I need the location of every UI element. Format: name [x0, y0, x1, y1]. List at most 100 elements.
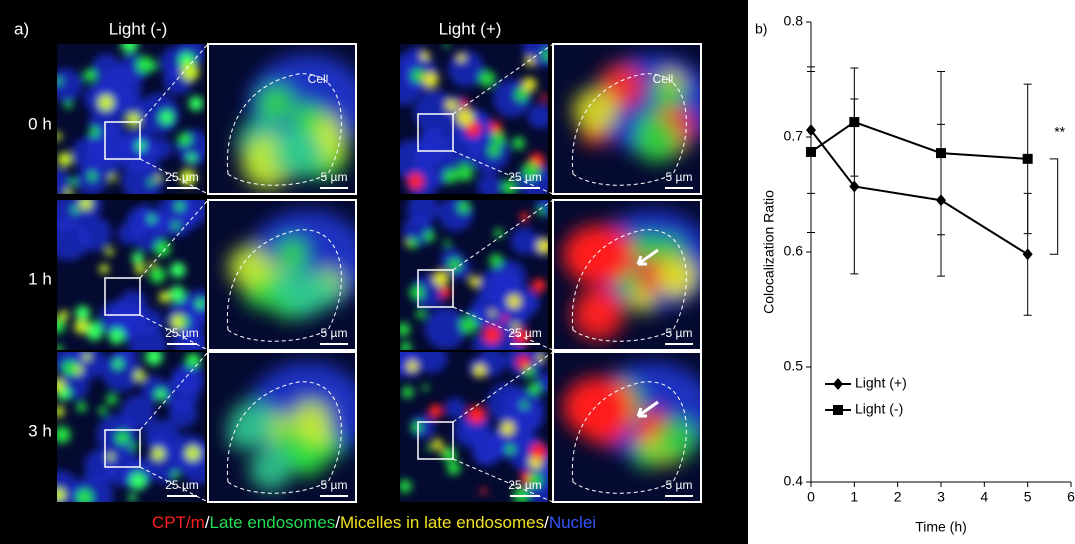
- column-header: Light (+): [439, 19, 502, 38]
- scale-bar-label: 25 µm: [165, 170, 199, 184]
- spot: [159, 291, 170, 302]
- scale-bar-label: 5 µm: [666, 478, 693, 492]
- marker-square: [806, 147, 816, 157]
- spot: [181, 318, 189, 326]
- spot: [72, 206, 79, 213]
- spot: [148, 179, 154, 185]
- spot: [74, 320, 88, 334]
- spot: [75, 306, 90, 321]
- scale-bar-label: 5 µm: [321, 170, 348, 184]
- x-tick-label: 6: [1067, 489, 1075, 505]
- cpt-signal: [563, 225, 633, 285]
- spot: [490, 122, 502, 134]
- spot: [126, 113, 140, 127]
- spot: [130, 473, 147, 490]
- cell-spot: [227, 425, 251, 449]
- spot: [512, 137, 525, 150]
- spot: [107, 453, 114, 460]
- spot: [489, 310, 495, 316]
- spot: [491, 132, 506, 147]
- cell-spot: [584, 290, 617, 323]
- spot: [531, 443, 547, 459]
- nucleus: [478, 270, 509, 301]
- spot: [59, 310, 69, 320]
- spot: [440, 287, 451, 298]
- spot: [460, 316, 478, 334]
- cell-label: Cell: [308, 72, 329, 86]
- cell-spot: [228, 246, 270, 288]
- spot: [84, 69, 97, 82]
- x-axis-title: Time (h): [915, 519, 967, 535]
- x-tick-label: 2: [894, 489, 902, 505]
- spot: [65, 101, 73, 109]
- spot: [433, 439, 443, 449]
- spot: [524, 366, 535, 377]
- scale-bar-label: 5 µm: [321, 478, 348, 492]
- scale-bar-label: 5 µm: [666, 326, 693, 340]
- marker-square: [849, 117, 859, 127]
- spot: [134, 370, 145, 381]
- y-tick-label: 0.5: [784, 358, 804, 374]
- spot: [473, 364, 486, 377]
- spot: [541, 94, 548, 101]
- scale-bar-label: 25 µm: [165, 478, 199, 492]
- spot: [152, 447, 165, 460]
- spot: [459, 168, 472, 181]
- spot: [98, 95, 114, 111]
- scale-bar-label: 25 µm: [508, 478, 542, 492]
- cell-spot: [304, 274, 339, 309]
- spot: [113, 359, 123, 369]
- spot: [443, 169, 458, 184]
- spot: [424, 231, 435, 242]
- y-tick-label: 0.7: [784, 128, 804, 144]
- column-header: Light (-): [109, 19, 168, 38]
- nucleus: [515, 404, 543, 432]
- cell-spot: [258, 85, 293, 120]
- spot: [423, 72, 439, 88]
- spot: [515, 88, 529, 102]
- cell-spot: [656, 419, 698, 461]
- marker-square: [936, 148, 946, 158]
- spot: [409, 285, 424, 300]
- spot: [444, 240, 451, 247]
- figure: a) Light (-) Light (+) 0 h 1 h 3 h CPT/m…: [0, 0, 1075, 544]
- cpt-signal: [563, 377, 633, 437]
- spot: [98, 406, 106, 414]
- spot: [494, 229, 503, 238]
- cell-spot: [277, 238, 307, 268]
- spot: [468, 406, 486, 424]
- spot: [502, 316, 508, 322]
- spot: [416, 309, 426, 319]
- spot: [398, 479, 411, 492]
- nucleus: [425, 308, 467, 350]
- spot: [402, 386, 414, 398]
- spot: [106, 394, 117, 405]
- spot: [458, 201, 471, 214]
- panel-label: b): [755, 21, 767, 37]
- spot: [469, 276, 480, 287]
- caption: CPT/m/Late endosomes/Micelles in late en…: [152, 513, 596, 532]
- nucleus: [438, 196, 473, 231]
- marker-square: [1023, 154, 1033, 164]
- spot: [109, 328, 125, 344]
- spot: [196, 299, 205, 308]
- spot: [178, 132, 192, 146]
- spot: [62, 361, 77, 376]
- spot: [507, 295, 521, 309]
- spot: [192, 356, 201, 365]
- spot: [148, 216, 155, 223]
- spot: [109, 174, 116, 181]
- y-axis-title: Colocalization Ratio: [761, 190, 777, 314]
- y-tick-label: 0.4: [784, 473, 804, 489]
- caption-part: CPT/m: [152, 513, 205, 532]
- spot: [532, 279, 545, 292]
- legend-marker: [833, 378, 843, 390]
- series-line: [811, 130, 1028, 254]
- spot: [135, 264, 146, 275]
- spot: [506, 445, 515, 454]
- legend-label: Light (+): [855, 375, 907, 391]
- cell-spot: [635, 445, 659, 469]
- spot: [484, 326, 501, 343]
- cell-spot: [292, 103, 322, 133]
